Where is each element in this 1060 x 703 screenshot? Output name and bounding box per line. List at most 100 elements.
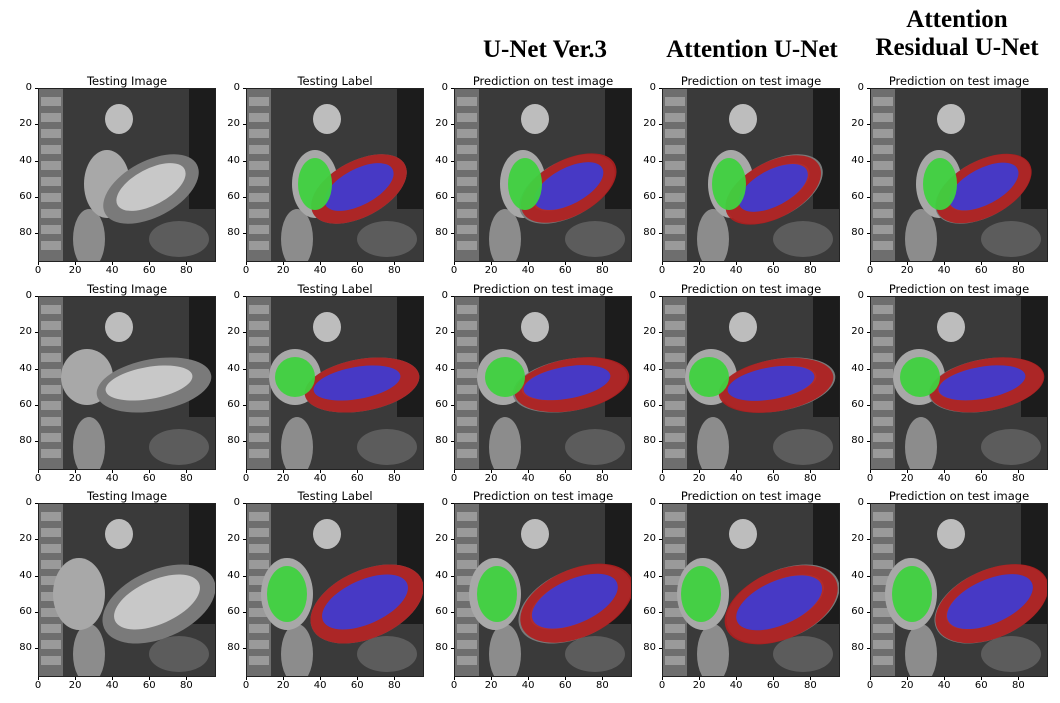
x-tick-mark [149, 262, 151, 265]
x-tick-label: 0 [242, 680, 250, 691]
y-tick-label: 0 [649, 82, 656, 93]
x-tick-mark [907, 677, 909, 680]
x-tick-mark [149, 677, 151, 680]
panel-title: Testing Image [86, 74, 168, 88]
segmentation-overlay-image [662, 88, 840, 262]
y-tick-mark [243, 539, 246, 541]
y-tick-label: 20 [643, 326, 656, 338]
x-tick-label: 60 [558, 265, 572, 276]
x-tick-label: 80 [803, 473, 817, 484]
x-tick-label: 20 [692, 680, 706, 691]
y-tick-label: 60 [227, 605, 240, 617]
y-tick-label: 80 [851, 435, 864, 446]
y-tick-mark [659, 611, 662, 613]
x-tick-mark [112, 677, 114, 680]
x-tick-label: 0 [34, 265, 42, 276]
x-tick-label: 0 [450, 265, 458, 276]
x-tick-mark [565, 677, 567, 680]
y-tick-mark [867, 539, 870, 541]
x-tick-mark [870, 677, 871, 680]
x-tick-label: 20 [484, 265, 498, 276]
y-tick-mark [451, 648, 454, 649]
y-tick-mark [867, 124, 870, 126]
x-tick-mark [454, 677, 455, 680]
panel-prediction-attention-unet-row-1: Prediction on test image 0 20 40 60 80 0 20 40 60… [643, 74, 862, 276]
x-tick-label: 60 [974, 265, 988, 276]
y-tick-label: 80 [227, 435, 240, 446]
y-tick-mark [451, 575, 454, 577]
x-tick-label: 20 [900, 680, 914, 691]
x-tick-label: 60 [350, 680, 364, 691]
x-tick-label: 80 [595, 680, 609, 691]
x-tick-mark [810, 262, 812, 265]
y-tick-mark [867, 611, 870, 613]
y-tick-label: 20 [227, 118, 240, 130]
y-tick-label: 80 [643, 227, 656, 238]
y-tick-mark [867, 404, 870, 406]
panel-title: Prediction on test image [888, 489, 1030, 503]
y-tick-label: 80 [851, 642, 864, 653]
x-tick-mark [454, 262, 455, 265]
panel-testing-label-row-2: Testing Label 0 20 40 60 80 0 20 40 60 80 [227, 282, 446, 484]
y-tick-label: 40 [435, 362, 448, 374]
panel-title: Prediction on test image [680, 282, 822, 296]
panel-title: Testing Image [86, 282, 168, 296]
x-tick-label: 0 [866, 680, 874, 691]
y-tick-label: 20 [227, 326, 240, 338]
y-tick-mark [243, 160, 246, 162]
panel-title: Prediction on test image [888, 282, 1030, 296]
x-tick-label: 80 [595, 473, 609, 484]
y-tick-label: 20 [643, 533, 656, 545]
y-tick-label: 20 [19, 533, 32, 545]
x-tick-mark [186, 677, 188, 680]
y-tick-mark [451, 196, 454, 198]
panel-prediction-attention-residual-unet-row-3: Prediction on test image 0 20 40 60 80 0 20 40 60… [851, 489, 1060, 691]
y-tick-label: 20 [19, 118, 32, 130]
y-tick-label: 0 [649, 290, 656, 301]
x-tick-mark [1018, 470, 1020, 473]
y-tick-label: 20 [435, 118, 448, 130]
y-tick-label: 80 [643, 435, 656, 446]
segmentation-overlay-image [246, 503, 424, 677]
x-tick-label: 80 [387, 265, 401, 276]
x-tick-mark [186, 470, 188, 473]
x-tick-mark [981, 262, 983, 265]
x-tick-label: 80 [1011, 680, 1025, 691]
y-tick-label: 20 [19, 326, 32, 338]
y-tick-label: 80 [19, 642, 32, 653]
y-tick-label: 0 [649, 497, 656, 508]
y-tick-mark [659, 124, 662, 126]
y-tick-mark [243, 296, 246, 297]
x-tick-label: 40 [313, 265, 327, 276]
x-tick-mark [394, 470, 396, 473]
x-tick-label: 40 [937, 473, 951, 484]
y-tick-label: 80 [19, 435, 32, 446]
y-tick-mark [867, 296, 870, 297]
y-tick-mark [659, 196, 662, 198]
y-tick-label: 20 [643, 118, 656, 130]
x-tick-mark [454, 470, 455, 473]
x-tick-label: 40 [729, 473, 743, 484]
x-tick-label: 60 [142, 265, 156, 276]
x-tick-label: 0 [866, 473, 874, 484]
panel-title: Prediction on test image [472, 489, 614, 503]
segmentation-overlay-image [870, 503, 1048, 677]
y-tick-label: 0 [441, 290, 448, 301]
y-tick-mark [243, 575, 246, 577]
x-tick-mark [565, 262, 567, 265]
column-header-unet-v3: U-Net Ver.3 [482, 36, 608, 63]
column-header-attention-unet: Attention U-Net [666, 36, 838, 63]
x-tick-mark [112, 470, 114, 473]
y-tick-mark [867, 160, 870, 162]
x-tick-mark [186, 262, 188, 265]
x-tick-mark [810, 677, 812, 680]
x-tick-mark [736, 470, 738, 473]
x-tick-label: 40 [105, 473, 119, 484]
x-tick-mark [736, 262, 738, 265]
x-tick-label: 0 [34, 680, 42, 691]
x-tick-mark [981, 470, 983, 473]
y-tick-label: 0 [25, 497, 32, 508]
y-tick-mark [867, 88, 870, 89]
x-tick-mark [149, 470, 151, 473]
y-tick-mark [243, 404, 246, 406]
